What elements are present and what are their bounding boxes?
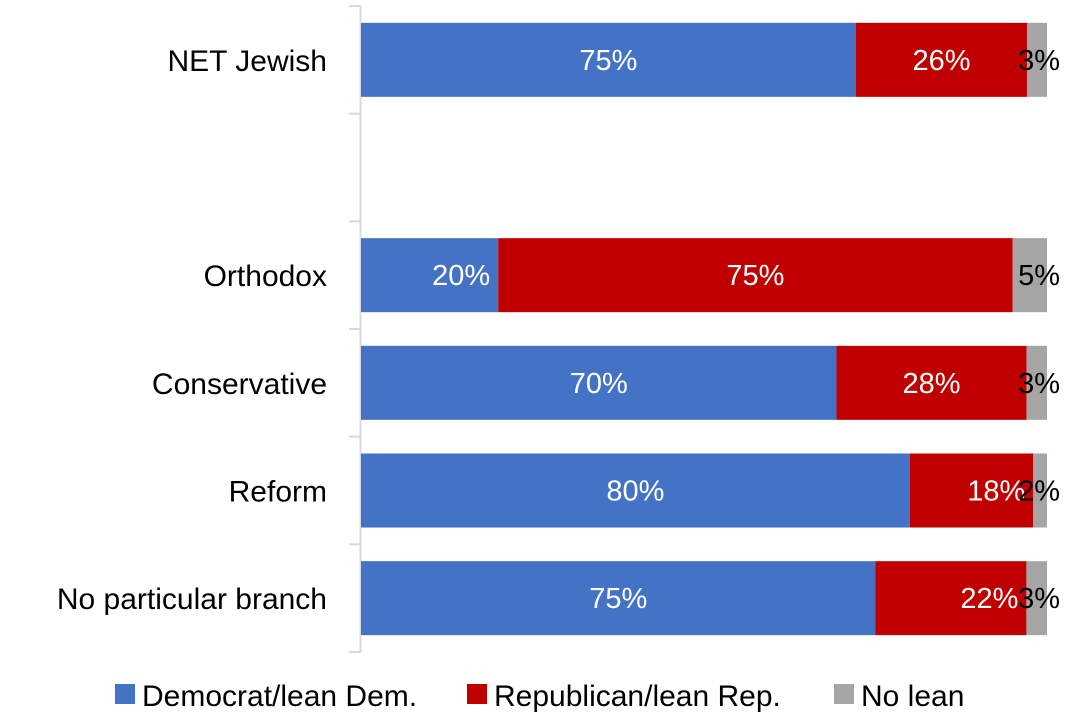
data-label: 26% [912, 45, 970, 77]
category-label: Conservative [152, 368, 327, 401]
bar-segment [1033, 453, 1047, 528]
category-label: Orthodox [204, 260, 327, 293]
legend-swatch [834, 684, 854, 704]
data-label: 75% [589, 583, 647, 615]
data-label: 28% [903, 368, 961, 400]
bar-segment [1026, 345, 1047, 420]
legend-label: Democrat/lean Dem. [142, 680, 417, 713]
labels: 75% 26% 3%20% 75% 5%70% 28% 3%80% 18%2%75% 22% 3% [432, 45, 1060, 615]
data-label: 80% [606, 476, 664, 508]
bar-segment [361, 561, 876, 636]
bar-segment [1012, 238, 1047, 313]
data-label: 3% [1018, 368, 1060, 400]
bar-segment [361, 238, 499, 313]
bar-segment [361, 345, 837, 420]
bar-segment [361, 453, 910, 528]
category-label: Reform [229, 476, 327, 509]
bar-segment [498, 238, 1013, 313]
data-label: 20% [432, 260, 490, 292]
bar-segment [855, 22, 1028, 97]
legend-label: Republican/lean Rep. [494, 680, 781, 713]
legend: Democrat/lean Dem. Republican/lean Rep. No… [115, 680, 964, 713]
data-label: 75% [726, 260, 784, 292]
data-label: 22% [960, 583, 1018, 615]
data-label: 18% [967, 476, 1025, 508]
data-label: 2% [1018, 476, 1060, 508]
bars [361, 22, 1047, 636]
legend-label: No lean [861, 680, 964, 713]
bar-segment [836, 345, 1027, 420]
bar-segment [875, 561, 1027, 636]
legend-swatch [467, 684, 487, 704]
bar-segment [1027, 22, 1047, 97]
legend-swatch [115, 684, 135, 704]
bar-segment [1026, 561, 1047, 636]
bar-segment [361, 22, 856, 97]
data-label: 3% [1018, 45, 1060, 77]
category-label: NET Jewish [168, 45, 328, 78]
category-axis: NET Jewish Orthodox Conservative Reform No p… [57, 5, 362, 653]
data-label: 5% [1018, 260, 1060, 292]
data-label: 70% [570, 368, 628, 400]
data-label: 3% [1018, 583, 1060, 615]
data-label: 75% [579, 45, 637, 77]
category-label: No particular branch [57, 583, 327, 616]
bar-segment [909, 453, 1034, 528]
